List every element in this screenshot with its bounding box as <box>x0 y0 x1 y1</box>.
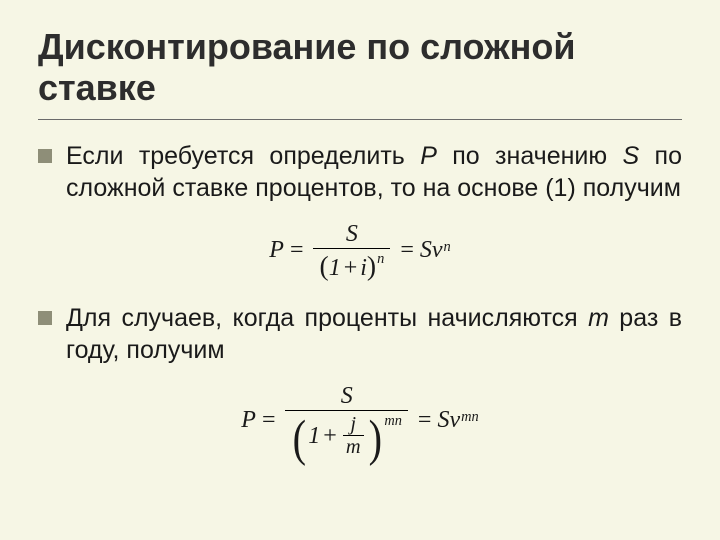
list-item: Для случаев, когда проценты начисляются … <box>38 302 682 366</box>
paren: ) <box>368 421 381 456</box>
f2-rhs-s: S <box>437 407 449 434</box>
text: Если требуется определить <box>66 142 420 170</box>
f1-lhs: P <box>269 237 284 264</box>
eq: = <box>418 407 432 434</box>
f2-lhs: P <box>241 407 256 434</box>
text: по значению <box>437 142 623 170</box>
j-over-m: j m <box>343 414 364 458</box>
eq: = <box>262 407 276 434</box>
bullet-list: Если требуется определить Р по значению … <box>38 140 682 204</box>
one: 1 <box>308 424 320 448</box>
plus: + <box>323 424 337 448</box>
paren: ) <box>367 250 376 281</box>
f1-rhs-nu: ν <box>432 237 443 264</box>
f2-den: ( 1+ j m )mn <box>285 410 407 458</box>
page-title: Дисконтирование по сложной ставке <box>38 26 682 109</box>
f1-rhs-s: S <box>420 237 432 264</box>
one: 1 <box>329 255 341 281</box>
f1-frac: S (1+i)n <box>313 222 390 280</box>
formula-1: P = S (1+i)n = Sνn <box>38 222 682 280</box>
title-rule <box>38 119 682 120</box>
j: j <box>347 414 359 435</box>
f2-num: S <box>335 384 359 410</box>
eq: = <box>290 237 304 264</box>
exp-n: n <box>377 251 384 267</box>
plus: + <box>344 255 358 281</box>
var-s: S <box>623 142 640 170</box>
i: i <box>360 255 367 281</box>
paren: ( <box>319 250 328 281</box>
paren: ( <box>293 421 306 456</box>
bullet-list-2: Для случаев, когда проценты начисляются … <box>38 302 682 366</box>
f1-rhs-exp: n <box>444 239 451 256</box>
eq: = <box>400 237 414 264</box>
f2-frac: S ( 1+ j m )mn <box>285 384 407 458</box>
f1-den: (1+i)n <box>313 248 390 280</box>
var-m: m <box>588 304 609 332</box>
f1-num: S <box>340 222 364 248</box>
list-item: Если требуется определить Р по значению … <box>38 140 682 204</box>
f2-rhs-nu: ν <box>449 407 460 434</box>
m: m <box>343 435 364 457</box>
formula-2: P = S ( 1+ j m )mn = Sνmn <box>38 384 682 458</box>
f2-rhs-exp: mn <box>461 409 479 426</box>
slide: { "colors": { "background": "#f6f6e5", "… <box>0 0 720 540</box>
var-p: Р <box>420 142 437 170</box>
text: Для случаев, когда проценты начисляются <box>66 304 588 332</box>
exp-mn: mn <box>384 414 402 428</box>
